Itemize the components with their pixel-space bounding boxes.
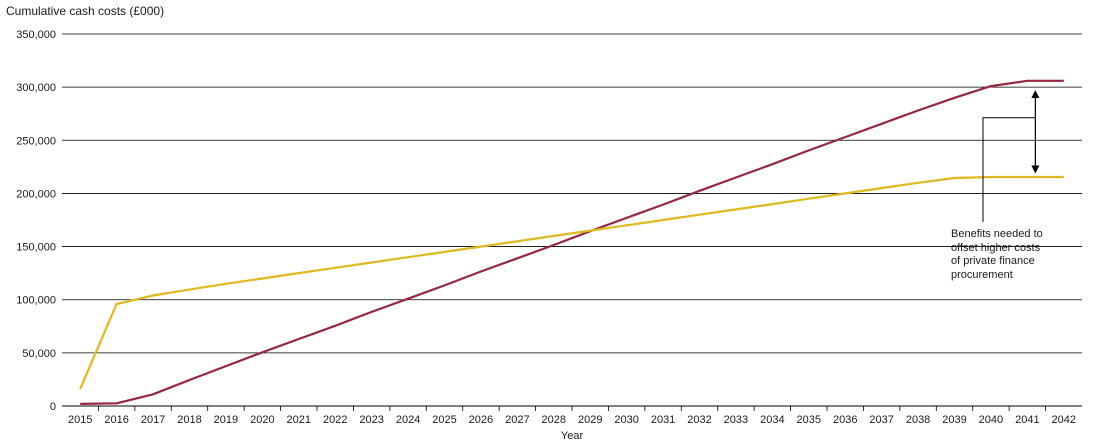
y-tick-label: 50,000	[22, 348, 56, 360]
y-tick-label: 300,000	[16, 82, 56, 94]
x-tick-label: 2032	[687, 414, 711, 426]
x-tick-label: 2033	[724, 414, 748, 426]
y-tick-label: 100,000	[16, 295, 56, 307]
x-tick-label: 2040	[979, 414, 1003, 426]
x-tick-label: 2039	[942, 414, 966, 426]
y-tick-label: 200,000	[16, 188, 56, 200]
x-tick-label: 2024	[396, 414, 420, 426]
x-tick-label: 2018	[177, 414, 201, 426]
gridlines	[62, 33, 1082, 407]
annotation-arrows	[982, 90, 1040, 222]
x-tick-label: 2034	[760, 414, 784, 426]
x-tick-label: 2019	[214, 414, 238, 426]
x-tick-label: 2015	[68, 414, 92, 426]
x-tick-label: 2035	[797, 414, 821, 426]
annotation-line: procurement	[951, 268, 1013, 281]
y-tick-label: 350,000	[16, 29, 56, 41]
x-tick-label: 2026	[469, 414, 493, 426]
x-tick-label: 2042	[1052, 414, 1076, 426]
x-tick-label: 2030	[614, 414, 638, 426]
y-tick-label: 250,000	[16, 135, 56, 147]
x-tick-label: 2029	[578, 414, 602, 426]
series-line-1	[80, 79, 1064, 405]
x-tick-label: 2016	[104, 414, 128, 426]
x-tick-label: 2041	[1015, 414, 1039, 426]
annotation-text: Benefits needed to offset higher costs o…	[951, 228, 1071, 282]
x-tick-label: 2025	[432, 414, 456, 426]
x-tick-label: 2028	[542, 414, 566, 426]
x-tick-label: 2023	[359, 414, 383, 426]
series-line-2	[79, 175, 1064, 390]
chart-title: Cumulative cash costs (£000)	[6, 4, 165, 18]
x-tick-label: 2017	[141, 414, 165, 426]
x-tick-label: 2038	[906, 414, 930, 426]
y-tick-label: 0	[50, 401, 56, 413]
x-tick-label: 2031	[651, 414, 675, 426]
annotation-line: offset higher costs	[951, 241, 1041, 254]
x-tick-label: 2021	[287, 414, 311, 426]
annotation-leader-line	[982, 117, 1036, 222]
series-lines	[79, 79, 1064, 405]
x-tick-label: 2037	[869, 414, 893, 426]
y-tick-label: 150,000	[16, 242, 56, 254]
y-axis-tick-labels: 0 50,000 100,000 150,000 200,000 250,000 300,0…	[16, 29, 56, 413]
annotation-line: Benefits needed to	[951, 228, 1043, 240]
x-tick-label: 2036	[833, 414, 857, 426]
x-tick-label: 2022	[323, 414, 347, 426]
x-tick-label: 2020	[250, 414, 274, 426]
annotation-line: of private finance	[951, 255, 1035, 267]
x-tick-label: 2027	[505, 414, 529, 426]
x-axis-title: Year	[561, 430, 584, 442]
x-axis-tick-labels: 2015 2016 2017 2018 2019 2020 2021 2022 2023 2024…	[68, 406, 1076, 426]
